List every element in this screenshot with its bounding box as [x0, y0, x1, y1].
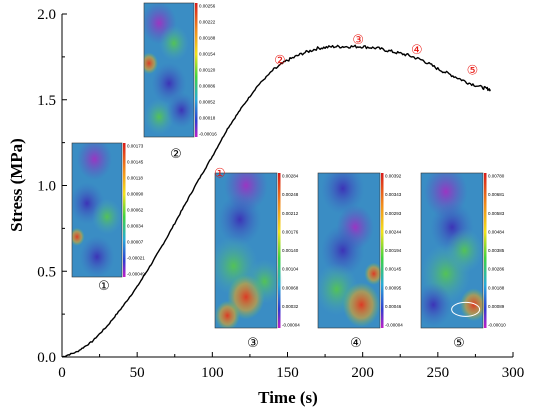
- colorbar-label: 0.00068: [282, 285, 299, 290]
- axes: 0 50 100 150 200 250 300 0.0 0.5 1.0 1.5 2.0 Time …: [7, 7, 524, 407]
- x-tick-label: 200: [351, 365, 374, 381]
- x-tick-label: 50: [130, 365, 145, 381]
- colorbar-label: 0.00089: [488, 304, 505, 309]
- y-ticks: 0.0 0.5 1.0 1.5 2.0: [37, 7, 67, 366]
- colorbar-label: 0.00145: [127, 160, 144, 165]
- colorbar-label: 0.00176: [282, 229, 299, 234]
- inset-caption: ⑤: [453, 336, 465, 351]
- colorbar-label: 0.00392: [385, 174, 402, 179]
- x-tick-label: 100: [201, 365, 224, 381]
- colorbar-label: 0.00140: [282, 248, 299, 253]
- y-axis-title: Stress (MPa): [7, 138, 26, 232]
- curve-marker-label: ④: [411, 43, 423, 58]
- cloud-map-inset-2: 0.00173 0.00145 0.00118 0.00090 0.00062 0.000…: [71, 142, 145, 294]
- colorbar-label: 0.00286: [488, 267, 505, 272]
- colorbar-label: 0.00154: [199, 52, 216, 57]
- colorbar-label: 0.00343: [385, 192, 402, 197]
- colorbar: [195, 3, 198, 137]
- colorbar-label: -0.00010: [488, 323, 506, 328]
- cloud-map-inset-4: 0.00392 0.00343 0.00293 0.00244 0.00194 0.001…: [317, 172, 403, 351]
- y-tick-label: 2.0: [37, 7, 56, 23]
- colorbar-label: 0.00681: [488, 192, 505, 197]
- colorbar-label: 0.00034: [127, 224, 144, 229]
- y-tick-label: 0.5: [37, 264, 56, 280]
- colorbar-label: 0.00385: [488, 248, 505, 253]
- colorbar-label: 0.00032: [282, 304, 299, 309]
- colorbar-label: 0.00018: [199, 116, 216, 121]
- inset-caption: ①: [98, 279, 110, 294]
- cloud-map-inset-5: 0.00780 0.00681 0.00583 0.00484 0.00385 0.002…: [420, 172, 506, 351]
- stress-curve-line: [61, 44, 492, 358]
- cloud-map-insets: 0.00256 0.00222 0.00188 0.00154 0.00120 0.000…: [71, 2, 506, 351]
- colorbar-label: -0.00049: [127, 272, 145, 277]
- colorbar-label: 0.00188: [199, 36, 216, 41]
- curve-marker-label: ③: [352, 33, 364, 48]
- colorbar-label: 0.00256: [199, 4, 216, 9]
- curve-markers: ① ② ③ ④ ⑤: [214, 33, 478, 181]
- inset-caption: ③: [247, 336, 259, 351]
- colorbar-label: 0.00090: [127, 192, 144, 197]
- inset-caption: ④: [350, 336, 362, 351]
- colorbar-label: 0.00194: [385, 248, 402, 253]
- colorbar: [381, 173, 384, 328]
- x-tick-label: 250: [427, 365, 450, 381]
- colorbar-label: 0.00188: [488, 285, 505, 290]
- colorbar-label: 0.00062: [127, 208, 144, 213]
- y-tick-label: 1.0: [37, 179, 56, 195]
- colorbar: [278, 173, 281, 328]
- colorbar-label: -0.00004: [282, 323, 300, 328]
- inset-caption: ②: [170, 147, 182, 162]
- colorbar: [484, 173, 487, 328]
- cloud-map-blobs: [421, 173, 488, 328]
- curve-marker-label: ①: [214, 166, 226, 181]
- colorbar-label: 0.00086: [199, 84, 216, 89]
- colorbar-label: 0.00244: [385, 229, 402, 234]
- colorbar-label: -0.00021: [127, 256, 145, 261]
- cloud-map-inset-1: 0.00256 0.00222 0.00188 0.00154 0.00120 0.000…: [143, 2, 217, 162]
- y-tick-label: 1.5: [37, 93, 56, 109]
- colorbar-label: 0.00248: [282, 192, 299, 197]
- colorbar: [123, 143, 126, 277]
- cloud-map-blobs: [144, 3, 197, 135]
- colorbar-label: 0.00007: [127, 240, 144, 245]
- x-axis-title: Time (s): [258, 388, 318, 407]
- curve-marker-label: ②: [274, 54, 286, 69]
- x-ticks: 0 50 100 150 200 250 300: [58, 352, 524, 381]
- colorbar-label: 0.00145: [385, 267, 402, 272]
- x-tick-label: 150: [276, 365, 299, 381]
- colorbar-label: 0.00284: [282, 174, 299, 179]
- y-tick-label: 0.0: [37, 350, 56, 366]
- colorbar-label: 0.00484: [488, 229, 505, 234]
- colorbar-label: 0.00780: [488, 174, 505, 179]
- colorbar-label: 0.00583: [488, 211, 505, 216]
- cloud-map-inset-3: 0.00284 0.00248 0.00212 0.00176 0.00140 0.001…: [214, 172, 300, 351]
- colorbar-label: 0.00120: [199, 68, 216, 73]
- colorbar-label: 0.00173: [127, 144, 144, 149]
- curve-marker-label: ⑤: [467, 64, 479, 79]
- colorbar-label: 0.00046: [385, 304, 402, 309]
- colorbar-label: 0.00212: [282, 211, 299, 216]
- highlight-ellipse: [451, 301, 481, 317]
- cloud-map-blobs: [72, 143, 122, 277]
- cloud-map-blobs: [215, 173, 284, 328]
- colorbar-label: 0.00222: [199, 20, 216, 25]
- colorbar-label: -0.00016: [199, 132, 217, 137]
- colorbar-label: 0.00095: [385, 285, 402, 290]
- colorbar-label: 0.00104: [282, 267, 299, 272]
- x-tick-label: 300: [502, 365, 525, 381]
- cloud-map-blobs: [318, 173, 384, 328]
- x-tick-label: 0: [58, 365, 66, 381]
- colorbar-label: -0.00004: [385, 323, 403, 328]
- colorbar-label: 0.00118: [127, 176, 143, 181]
- colorbar-label: 0.00052: [199, 100, 216, 105]
- colorbar-label: 0.00293: [385, 211, 402, 216]
